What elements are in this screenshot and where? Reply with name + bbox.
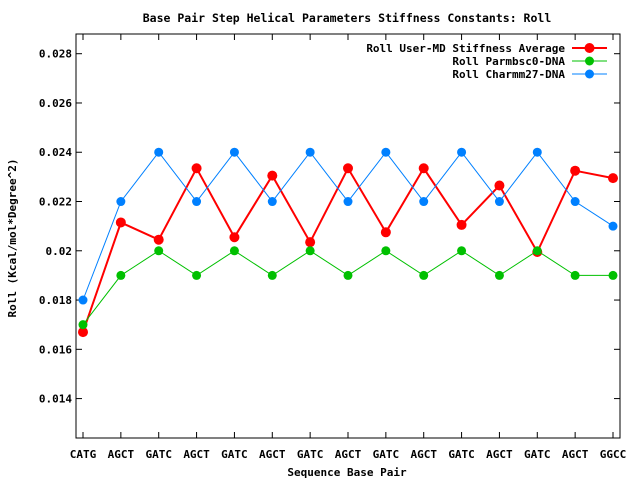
data-point [381, 246, 391, 256]
data-point [305, 246, 315, 256]
data-point [116, 197, 126, 207]
y-tick-label: 0.022 [39, 196, 72, 209]
data-point [154, 246, 164, 256]
data-point [381, 147, 391, 157]
data-point [494, 197, 504, 207]
x-tick-label: GATC [524, 448, 551, 461]
data-point [229, 232, 240, 243]
x-tick-label: GATC [221, 448, 248, 461]
x-tick-label: AGCT [108, 448, 135, 461]
legend-label: Roll Parmbsc0-DNA [452, 55, 565, 68]
data-point [78, 295, 88, 305]
y-tick-label: 0.02 [46, 245, 73, 258]
series-2 [78, 246, 618, 330]
data-point [116, 270, 126, 280]
x-tick-label: AGCT [183, 448, 210, 461]
data-point [456, 219, 467, 230]
y-axis-label: Roll (Kcal/mol*Degree^2) [6, 159, 19, 318]
data-point [153, 234, 164, 245]
legend-marker [585, 56, 594, 66]
data-point [78, 320, 88, 330]
data-point [192, 197, 202, 207]
series-1 [78, 163, 618, 338]
legend-label: Roll Charmm27-DNA [452, 68, 565, 81]
data-point [343, 197, 353, 207]
x-tick-label: AGCT [486, 448, 513, 461]
data-point [115, 217, 126, 228]
x-tick-label: AGCT [562, 448, 589, 461]
series-layer [78, 147, 618, 338]
x-tick-label: AGCT [259, 448, 286, 461]
data-point [532, 246, 542, 256]
data-point [154, 147, 164, 157]
legend-marker [585, 69, 594, 79]
x-tick-label: GATC [373, 448, 400, 461]
x-tick-label: GGCC [600, 448, 627, 461]
data-point [419, 197, 429, 207]
x-tick-label: GATC [145, 448, 172, 461]
data-point [191, 163, 202, 174]
legend-label: Roll User-MD Stiffness Average [366, 42, 565, 55]
data-point [380, 227, 391, 238]
data-point [229, 147, 239, 157]
data-point [343, 163, 353, 174]
data-point [608, 270, 618, 280]
legend-marker [584, 43, 595, 53]
x-tick-label: AGCT [335, 448, 362, 461]
y-tick-label: 0.024 [39, 146, 72, 159]
data-point [267, 170, 278, 181]
x-tick-label: GATC [297, 448, 324, 461]
y-tick-label: 0.026 [39, 97, 72, 110]
y-tick-label: 0.016 [39, 343, 72, 356]
y-axis-ticks: 0.014 0.016 0.018 0.02 0.022 0.024 0.026 0.028 [39, 48, 620, 406]
y-tick-label: 0.018 [39, 294, 72, 307]
data-point [570, 197, 580, 207]
data-point [494, 180, 505, 191]
data-point [192, 270, 202, 280]
data-point [532, 147, 542, 157]
x-tick-label: AGCT [410, 448, 437, 461]
y-tick-label: 0.028 [39, 48, 72, 61]
data-point [494, 270, 504, 280]
y-tick-label: 0.014 [39, 393, 72, 406]
data-point [570, 165, 581, 176]
data-point [608, 173, 618, 184]
chart-title: Base Pair Step Helical Parameters Stiffn… [143, 11, 552, 25]
data-point [229, 246, 239, 256]
data-point [267, 197, 277, 207]
series-3 [78, 147, 618, 305]
data-point [305, 237, 316, 248]
x-tick-label: GATC [448, 448, 475, 461]
x-axis-label: Sequence Base Pair [287, 466, 407, 479]
data-point [419, 270, 429, 280]
x-axis-ticks: CATG AGCT GATC AGCT GATC AGCT GATC AGCT GATC AGCT… [70, 34, 627, 461]
data-point [305, 147, 315, 157]
data-point [570, 270, 580, 280]
data-point [418, 163, 429, 174]
data-point [457, 246, 467, 256]
x-tick-label: CATG [70, 448, 97, 461]
data-point [78, 327, 88, 338]
data-point [608, 221, 618, 231]
data-point [343, 270, 353, 280]
data-point [267, 270, 277, 280]
series-line [82, 250, 613, 326]
data-point [457, 147, 467, 157]
